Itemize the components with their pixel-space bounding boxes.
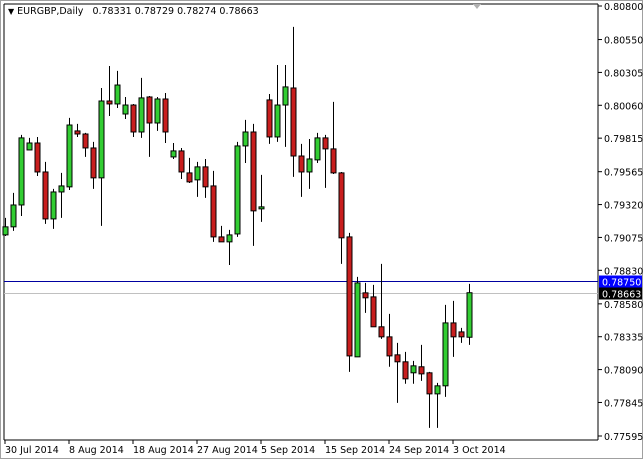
candle-bear xyxy=(210,185,217,238)
candle-bear xyxy=(130,104,137,133)
candle-bull xyxy=(18,137,25,206)
candle-bull xyxy=(170,150,177,158)
y-tick-label: 0.79075 xyxy=(604,233,643,244)
candle-bear xyxy=(322,137,329,150)
candle-bear xyxy=(106,100,113,105)
candle-bull xyxy=(410,365,417,374)
y-tick-label: 0.80060 xyxy=(604,101,643,112)
y-tick-label: 0.79320 xyxy=(604,201,643,212)
chart-header: ▼ EURGBP,Daily 0.78331 0.78729 0.78274 0.… xyxy=(8,6,259,17)
candle-bear xyxy=(298,155,305,173)
candle-bull xyxy=(258,206,265,210)
candle-bull xyxy=(466,292,473,338)
x-tick-label: 8 Aug 2014 xyxy=(69,445,124,456)
price-label-box xyxy=(599,275,642,288)
candle-bear xyxy=(162,98,169,133)
x-tick-label: 5 Sep 2014 xyxy=(261,445,315,456)
candle-bull xyxy=(138,97,145,133)
dropdown-triangle-icon[interactable]: ▼ xyxy=(8,7,15,16)
x-tick-label: 15 Sep 2014 xyxy=(325,445,385,456)
candle-bull xyxy=(226,234,233,243)
y-tick-label: 0.79815 xyxy=(604,134,643,145)
candle-bull xyxy=(26,142,33,151)
candle-bull xyxy=(154,98,161,124)
header-close: 0.78663 xyxy=(219,6,259,17)
y-tick-label: 0.77845 xyxy=(604,398,643,409)
candle-bull xyxy=(274,104,281,138)
y-tick-label: 0.78580 xyxy=(604,300,643,311)
timeframe: Daily xyxy=(59,6,84,17)
candle-bear xyxy=(458,331,465,338)
candle-bull xyxy=(2,226,9,236)
x-tick-label: 24 Sep 2014 xyxy=(389,445,449,456)
candle-bear xyxy=(346,236,353,357)
x-tick-label: 27 Aug 2014 xyxy=(197,445,258,456)
candle-bear xyxy=(42,171,49,220)
candle-bull xyxy=(234,145,241,235)
price-label: 0.78663 xyxy=(602,290,641,301)
candle-bear xyxy=(426,372,433,395)
candle-bear xyxy=(290,87,297,157)
candle-bull xyxy=(442,322,449,387)
candle-bear xyxy=(186,172,193,183)
candle-bear xyxy=(250,131,257,212)
y-tick-label: 0.80550 xyxy=(604,36,643,47)
candle-bear xyxy=(386,336,393,357)
header-high: 0.78729 xyxy=(134,6,175,17)
symbol: EURGBP xyxy=(17,6,57,17)
candle-bull xyxy=(314,137,321,161)
candle-bull xyxy=(114,84,121,105)
header-low: 0.78274 xyxy=(177,6,217,17)
candle-bear xyxy=(418,366,425,375)
candle-bull xyxy=(10,204,17,228)
candle-bull xyxy=(194,166,201,181)
candle-bear xyxy=(362,292,369,299)
candle-bull xyxy=(66,124,73,188)
candle-bear xyxy=(370,296,377,328)
price-label-box xyxy=(599,287,642,300)
candle-bear xyxy=(338,172,345,239)
candle-bull xyxy=(50,191,57,220)
x-tick-label: 18 Aug 2014 xyxy=(133,445,194,456)
candle-bull xyxy=(98,100,105,179)
candle-bull xyxy=(434,385,441,395)
candle-bear xyxy=(178,150,185,173)
candle-bull xyxy=(306,158,313,173)
candle-bull xyxy=(242,131,249,147)
x-tick-label: 3 Oct 2014 xyxy=(453,445,506,456)
y-tick-label: 0.78830 xyxy=(604,266,643,277)
candle-bull xyxy=(354,282,361,358)
candle-bull xyxy=(58,185,65,193)
candle-bear xyxy=(82,133,89,149)
candle-bear xyxy=(34,142,41,173)
y-tick-label: 0.79565 xyxy=(604,168,643,179)
candle-bear xyxy=(202,166,209,188)
y-tick-label: 0.78090 xyxy=(604,366,643,377)
candle-bear xyxy=(402,361,409,380)
header-open: 0.78331 xyxy=(92,6,132,17)
candle-bear xyxy=(74,130,81,135)
candle-bear xyxy=(394,354,401,363)
candle-bear xyxy=(146,96,153,124)
y-tick-label: 0.80800 xyxy=(604,2,643,13)
candle-bull xyxy=(282,86,289,106)
price-label: 0.78750 xyxy=(602,278,641,289)
candle-bear xyxy=(90,147,97,179)
x-tick-label: 30 Jul 2014 xyxy=(5,445,59,456)
y-tick-label: 0.77595 xyxy=(604,432,643,443)
candle-bear xyxy=(330,148,337,174)
y-tick-label: 0.80305 xyxy=(604,68,643,79)
candle-bull xyxy=(122,104,129,115)
candle-bear xyxy=(450,322,457,338)
candle-bear xyxy=(378,326,385,338)
chart-shift-marker-icon[interactable] xyxy=(473,4,481,9)
candle-bear xyxy=(266,99,273,138)
candle-bear xyxy=(218,236,225,243)
y-tick-label: 0.78335 xyxy=(604,333,643,344)
